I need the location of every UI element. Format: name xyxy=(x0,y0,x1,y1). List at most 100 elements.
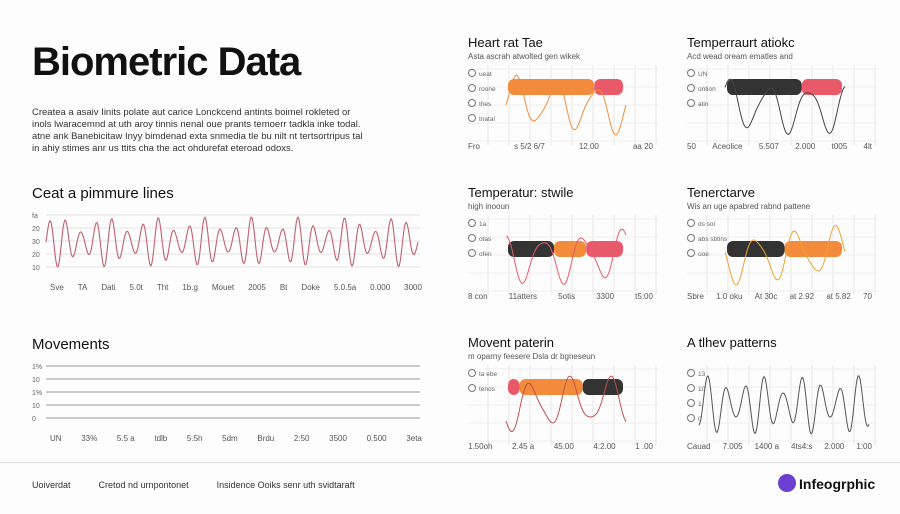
panel-title: Movements xyxy=(32,336,110,353)
x-tick-label: 2.45 a xyxy=(512,442,535,451)
y-tick-label: 20 xyxy=(32,226,40,233)
x-tick-label: 8 con xyxy=(468,292,488,301)
x-tick-label: 3eta xyxy=(406,434,422,443)
card-title: Temperraurt atiokc xyxy=(687,35,795,50)
card-title: Movent paterin xyxy=(468,335,554,350)
divider xyxy=(0,462,900,463)
x-tick-label: 1 .00 xyxy=(635,442,653,451)
card-plot: 1a otas ofen xyxy=(468,215,658,295)
footer-item: Uoiverdat xyxy=(32,480,71,490)
legend-label: abs sbtins xyxy=(698,236,728,243)
card-title: Tenerctarve xyxy=(687,185,755,200)
legend-icon xyxy=(468,114,476,122)
bar-segment xyxy=(594,79,623,95)
x-tick-label: t005 xyxy=(831,142,848,151)
x-tick-label: Mouet xyxy=(211,283,235,292)
legend-label: tnatal xyxy=(479,116,495,123)
x-tick-label: 0.500 xyxy=(366,434,387,443)
x-tick-label: 5.5 a xyxy=(116,434,135,443)
x-tick-label: 3000 xyxy=(404,283,422,292)
intro: Createa a asaiv Iinits polate aut carice… xyxy=(32,107,363,155)
card-subtitle: Wis an uge apabred rabnd pattene xyxy=(687,202,811,211)
legend-icon xyxy=(468,99,476,107)
intro-line: atne ank Banebicitaw Inyy bimdenad exta … xyxy=(32,131,363,142)
x-tick-label: 5.0.5a xyxy=(333,283,357,292)
panel-title: Ceat a pimmure lines xyxy=(32,185,174,202)
x-tick-label: Sve xyxy=(50,283,64,292)
bar-segment xyxy=(784,241,842,257)
bar-segment xyxy=(727,241,785,257)
y-tick-label: 10 xyxy=(32,403,40,410)
x-tick-label: 4ts4:s xyxy=(791,442,813,451)
x-tick-label: UN xyxy=(50,434,62,443)
x-tick-label: t5:00 xyxy=(635,292,653,301)
legend-icon xyxy=(687,99,695,107)
x-axis: 50 Aceolice 5.507 2.000 t005 4lt xyxy=(687,142,872,151)
x-tick-label: 5otis xyxy=(558,292,576,301)
y-tick-label: 10 xyxy=(32,265,40,272)
waveform xyxy=(724,224,846,286)
legend-label: ofen xyxy=(479,251,492,258)
y-tick-label: 0 xyxy=(32,416,36,423)
card-title: Temperatur: stwile xyxy=(468,185,574,200)
bar-segment xyxy=(586,241,623,257)
legend-icon xyxy=(687,399,695,407)
legend-label: 1 xyxy=(698,401,702,408)
x-tick-label: 11atters xyxy=(508,292,538,301)
bar-segment xyxy=(508,379,520,395)
x-tick-label: 33% xyxy=(81,434,98,443)
x-axis: Fro s 5/2 6/7 12.00 aa 20 xyxy=(468,142,653,151)
legend-icon xyxy=(468,369,476,377)
x-tick-label: 4lt xyxy=(863,142,872,151)
card-subtitle: m oparny feesere Dsla dr bgneseun xyxy=(468,352,596,361)
bar-segment xyxy=(554,241,587,257)
waveform xyxy=(45,215,419,268)
bar-segment xyxy=(801,79,842,95)
legend-label: otas xyxy=(479,236,492,243)
intro-line: in ahiy stimes anr us ttits cha the act … xyxy=(32,143,294,154)
card-title: Heart rat Tae xyxy=(468,35,543,50)
x-tick-label: 3500 xyxy=(329,434,347,443)
legend-icon xyxy=(687,69,695,77)
x-tick-label: 2.000 xyxy=(795,142,816,151)
legend-label: 0 xyxy=(698,416,702,423)
brand: Infeogrphic xyxy=(799,476,876,492)
legend-icon xyxy=(687,219,695,227)
x-tick-label: Doke xyxy=(301,283,321,292)
x-tick-label: Tht xyxy=(156,283,169,292)
x-tick-label: at 5.82 xyxy=(826,292,851,301)
legend-icon xyxy=(687,234,695,242)
x-tick-label: 1400 a xyxy=(754,442,780,451)
legend-icon xyxy=(468,234,476,242)
x-tick-label: TA xyxy=(77,283,88,292)
x-axis: Sbre 1.0 oku At 30c at 2.92 at 5.82 70 xyxy=(687,292,872,301)
page-title: Biometric Data xyxy=(32,40,301,84)
legend-label: 13 xyxy=(698,371,706,378)
x-tick-label: 5.5h xyxy=(186,434,203,443)
x-tick-label: 12.00 xyxy=(578,142,599,151)
panel-plot: 1% 10 1% 10 0 xyxy=(32,364,420,423)
x-tick-label: 5.507 xyxy=(758,142,779,151)
legend-icon xyxy=(468,384,476,392)
brand-logo xyxy=(778,474,796,492)
y-tick-label: 30 xyxy=(32,239,40,246)
bar-segment xyxy=(508,241,554,257)
x-tick-label: tdlb xyxy=(154,434,168,443)
x-tick-label: 1.0 oku xyxy=(716,292,743,301)
y-tick-label: fa xyxy=(32,213,38,220)
x-tick-label: Sbre xyxy=(687,292,704,301)
waveform xyxy=(724,78,846,135)
y-tick-label: 1% xyxy=(32,390,42,397)
bar-segment xyxy=(519,379,583,395)
card-subtitle: Acd wead oream ematles and xyxy=(687,52,793,61)
card-plot: ds sol abs sbtins ooe xyxy=(687,215,877,295)
x-tick-label: Dati xyxy=(101,283,116,292)
card-subtitle: Asta ascrah atwolted gen wikek xyxy=(468,52,581,61)
card-plot: ueat roone thes tnatal xyxy=(468,65,658,145)
x-tick-label: 5.0t xyxy=(129,283,143,292)
bar-segment xyxy=(727,79,802,95)
legend-label: ooe xyxy=(698,251,709,258)
x-tick-label: 0.000 xyxy=(370,283,391,292)
x-tick-label: s 5/2 6/7 xyxy=(514,142,545,151)
